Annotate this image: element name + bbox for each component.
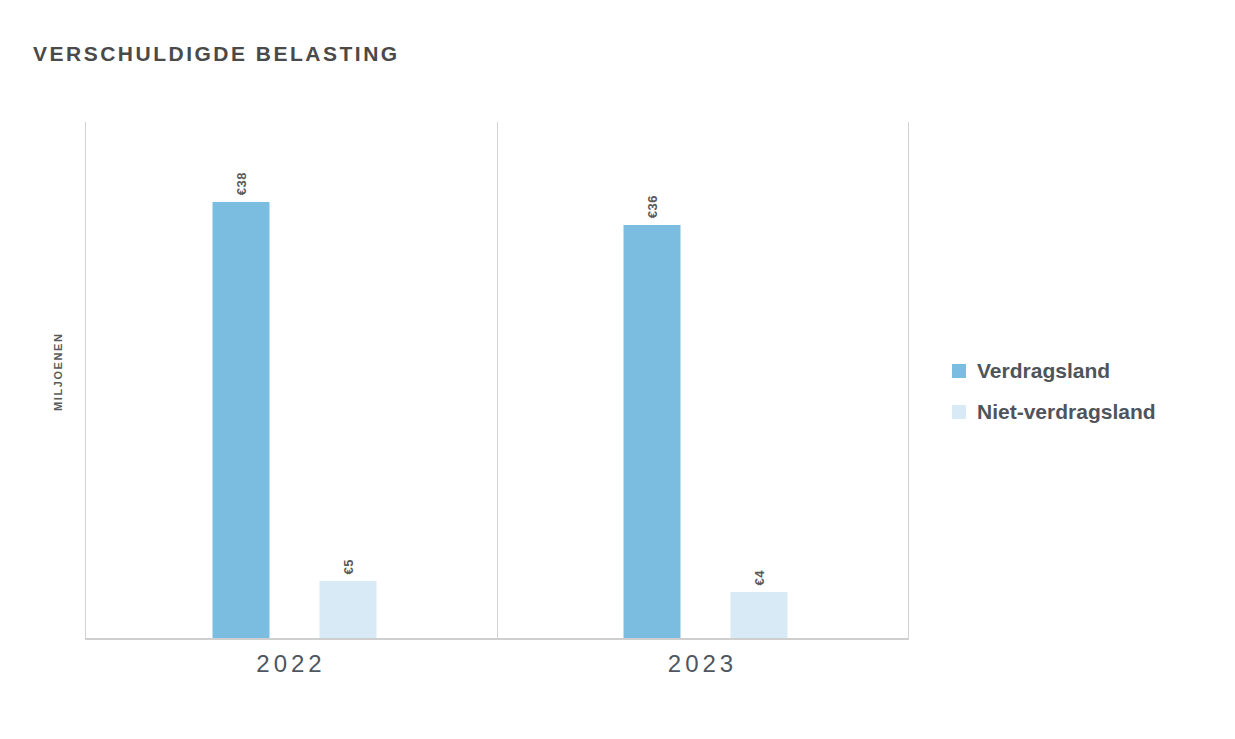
chart-canvas: VERSCHULDIGDE BELASTING MILJOENEN €38 €5 … <box>0 0 1235 739</box>
bar <box>623 225 680 638</box>
chart-title: VERSCHULDIGDE BELASTING <box>33 42 400 66</box>
panel-2022: €38 €5 <box>86 122 498 638</box>
plot-area: €38 €5 €36 €4 <box>85 122 909 640</box>
bar-verdragsland-2023: €36 <box>623 195 680 638</box>
legend-label-niet-verdragsland: Niet-verdragsland <box>977 400 1156 424</box>
legend: Verdragsland Niet-verdragsland <box>952 359 1156 424</box>
bar-value-label: €38 <box>233 172 248 195</box>
bar-value-label: €5 <box>341 559 356 574</box>
bar-value-label: €36 <box>644 195 659 218</box>
legend-item-verdragsland: Verdragsland <box>952 359 1156 383</box>
bar-verdragsland-2022: €38 <box>212 172 269 638</box>
bar-niet-verdragsland-2023: €4 <box>731 570 788 638</box>
legend-label-verdragsland: Verdragsland <box>977 359 1110 383</box>
category-label-2023: 2023 <box>498 650 907 678</box>
y-axis-label: MILJOENEN <box>52 318 64 426</box>
bar-value-label: €4 <box>752 570 767 585</box>
bar <box>212 202 269 638</box>
bar <box>731 592 788 638</box>
legend-swatch-verdragsland <box>952 364 966 378</box>
bar <box>320 581 377 638</box>
legend-swatch-niet-verdragsland <box>952 405 966 419</box>
panel-2023: €36 €4 <box>497 122 908 638</box>
bar-niet-verdragsland-2022: €5 <box>320 559 377 638</box>
legend-item-niet-verdragsland: Niet-verdragsland <box>952 400 1156 424</box>
category-label-2022: 2022 <box>85 650 497 678</box>
